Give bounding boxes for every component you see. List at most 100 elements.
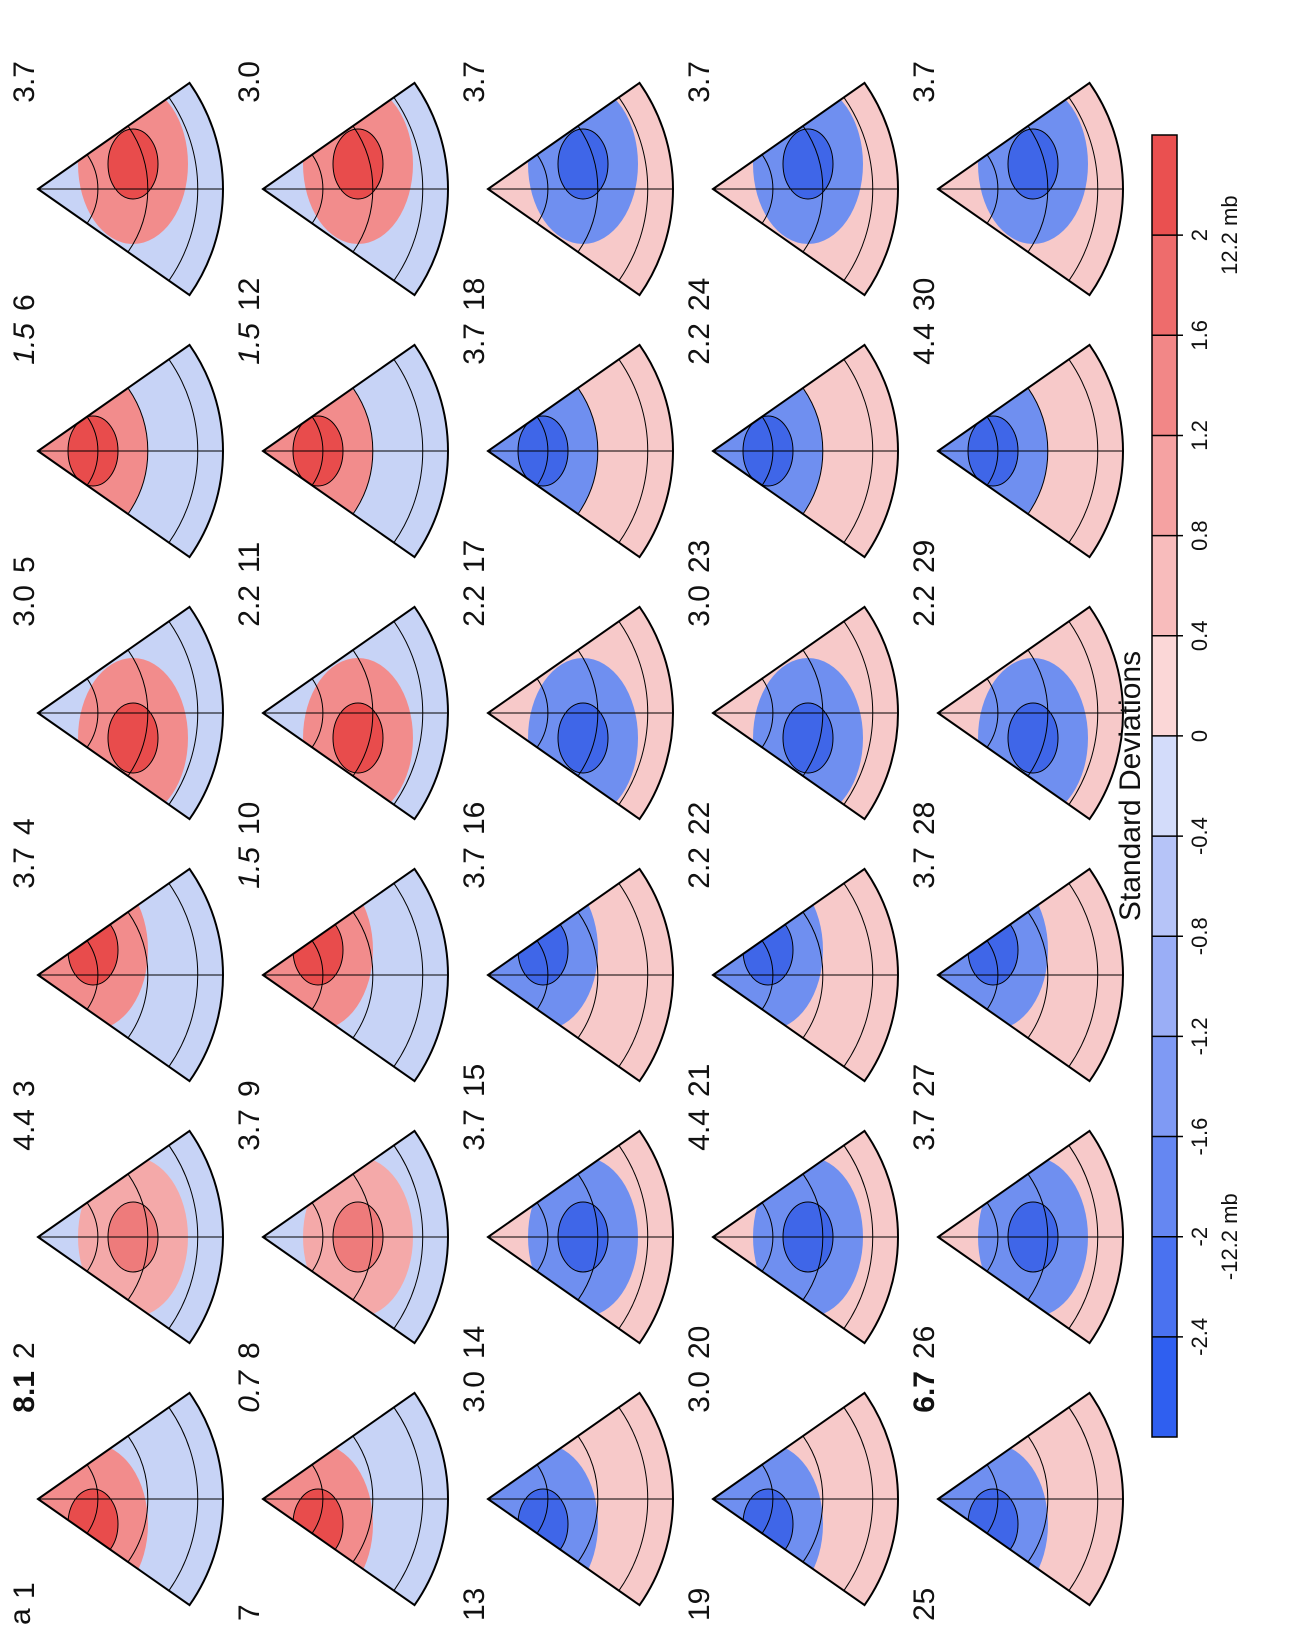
map-panel <box>713 1130 898 1344</box>
panel-number: 2 <box>8 1342 41 1359</box>
map-outline <box>711 1129 899 1345</box>
frequency: 4.4 <box>8 1109 41 1151</box>
panel-number: 30 <box>908 278 941 311</box>
colorbar-tick-label: 1.2 <box>1187 420 1212 451</box>
frequency: 3.7 <box>908 847 941 889</box>
colorbar-tick-label: -1.2 <box>1187 1017 1212 1055</box>
map-panel <box>38 82 223 296</box>
map-outline <box>261 343 449 559</box>
map-panel <box>488 868 673 1082</box>
frequency: 3.0 <box>8 585 41 627</box>
map-panel <box>938 1130 1123 1344</box>
anomaly-core <box>1007 702 1059 774</box>
map-outline <box>711 605 899 821</box>
frequency: 3.7 <box>458 1109 491 1151</box>
frequency: 1.5 <box>8 323 41 365</box>
map-outline <box>261 81 449 297</box>
panel-number: 13 <box>458 1588 491 1621</box>
frequency: 3.7 <box>683 61 716 103</box>
max-label: 12.2 mb <box>1217 195 1242 275</box>
map-outline <box>36 1391 224 1607</box>
map-panel <box>938 868 1123 1082</box>
frequency: 3.7 <box>8 847 41 889</box>
map-panel <box>713 868 899 1082</box>
colorbar-tick-label: 1.6 <box>1187 320 1212 351</box>
frequency: 3.0 <box>458 1371 491 1413</box>
map-outline <box>936 343 1124 559</box>
panel-number: 7 <box>233 1604 266 1621</box>
panel-number: 14 <box>458 1326 491 1359</box>
frequency: 2.2 <box>908 585 941 627</box>
panel-number: 6 <box>8 294 41 311</box>
anomaly-core <box>782 702 834 774</box>
panel-number: 29 <box>908 540 941 573</box>
colorbar-bin <box>1152 134 1177 236</box>
map-panel <box>38 1130 223 1344</box>
frequency: 6.7 <box>908 1371 941 1413</box>
anomaly-core <box>332 702 384 774</box>
panel-number: 28 <box>908 802 941 835</box>
panel-number: 21 <box>683 1064 716 1097</box>
colorbar-bin <box>1152 735 1177 837</box>
map-panel <box>263 606 448 820</box>
map-panel <box>713 1392 898 1606</box>
frequency: 8.1 <box>8 1371 41 1413</box>
panel-number: 17 <box>458 540 491 573</box>
panel-number: 8 <box>233 1342 266 1359</box>
frequency: 1.5 <box>233 847 266 889</box>
map-outline <box>486 1129 674 1345</box>
anomaly-core <box>107 128 159 200</box>
colorbar-bin <box>1152 435 1177 536</box>
panel-number: 10 <box>233 802 266 835</box>
colorbar-bin <box>1152 1036 1177 1137</box>
map-outline <box>936 1129 1124 1345</box>
anomaly-core <box>107 702 159 774</box>
map-panel <box>38 1392 223 1606</box>
map-outline <box>711 867 899 1083</box>
colorbar-bin <box>1152 936 1177 1037</box>
panel-number: 12 <box>233 278 266 311</box>
map-outline <box>261 867 449 1083</box>
map-outline <box>486 605 674 821</box>
panel-number: 3 <box>8 1080 41 1097</box>
map-outline <box>711 81 899 297</box>
map-outline <box>36 605 224 821</box>
map-outline <box>936 605 1124 821</box>
map-panel <box>713 606 898 820</box>
map-outline <box>486 343 674 559</box>
map-outline <box>711 1391 899 1607</box>
map-outline <box>486 81 674 297</box>
frequency: 3.7 <box>908 61 941 103</box>
map-panel <box>263 1392 448 1606</box>
frequency: 3.0 <box>233 61 266 103</box>
map-outline <box>36 867 224 1083</box>
frequency: 4.4 <box>683 1109 716 1151</box>
colorbar-tick-label: 0.8 <box>1187 520 1212 551</box>
map-outline <box>36 1129 224 1345</box>
frequency: 3.7 <box>8 61 41 103</box>
colorbar-frame <box>1151 134 1178 1438</box>
colorbar-bin <box>1152 235 1177 336</box>
panel-number: 23 <box>683 540 716 573</box>
map-panel <box>488 1392 673 1606</box>
colorbar-tick-label: -1.6 <box>1187 1118 1212 1156</box>
map-panel <box>938 1392 1123 1606</box>
colorbar-title: Standard Deviations <box>1114 651 1147 921</box>
panel-number: 18 <box>458 278 491 311</box>
frequency: 3.7 <box>233 1109 266 1151</box>
colorbar-tick-label: -2 <box>1187 1227 1212 1247</box>
anomaly-core <box>782 128 834 200</box>
panel-number: 16 <box>458 802 491 835</box>
map-outline <box>261 1129 449 1345</box>
map-panel <box>488 1130 673 1344</box>
map-panel <box>713 82 898 296</box>
colorbar-bin <box>1152 535 1177 636</box>
map-panel <box>263 1130 448 1344</box>
anomaly-core <box>557 128 609 200</box>
panel-number: 25 <box>908 1588 941 1621</box>
map-panel <box>263 344 448 558</box>
colorbar-bin <box>1152 836 1177 937</box>
colorbar-bin <box>1152 1236 1177 1337</box>
frequency: 3.7 <box>458 61 491 103</box>
